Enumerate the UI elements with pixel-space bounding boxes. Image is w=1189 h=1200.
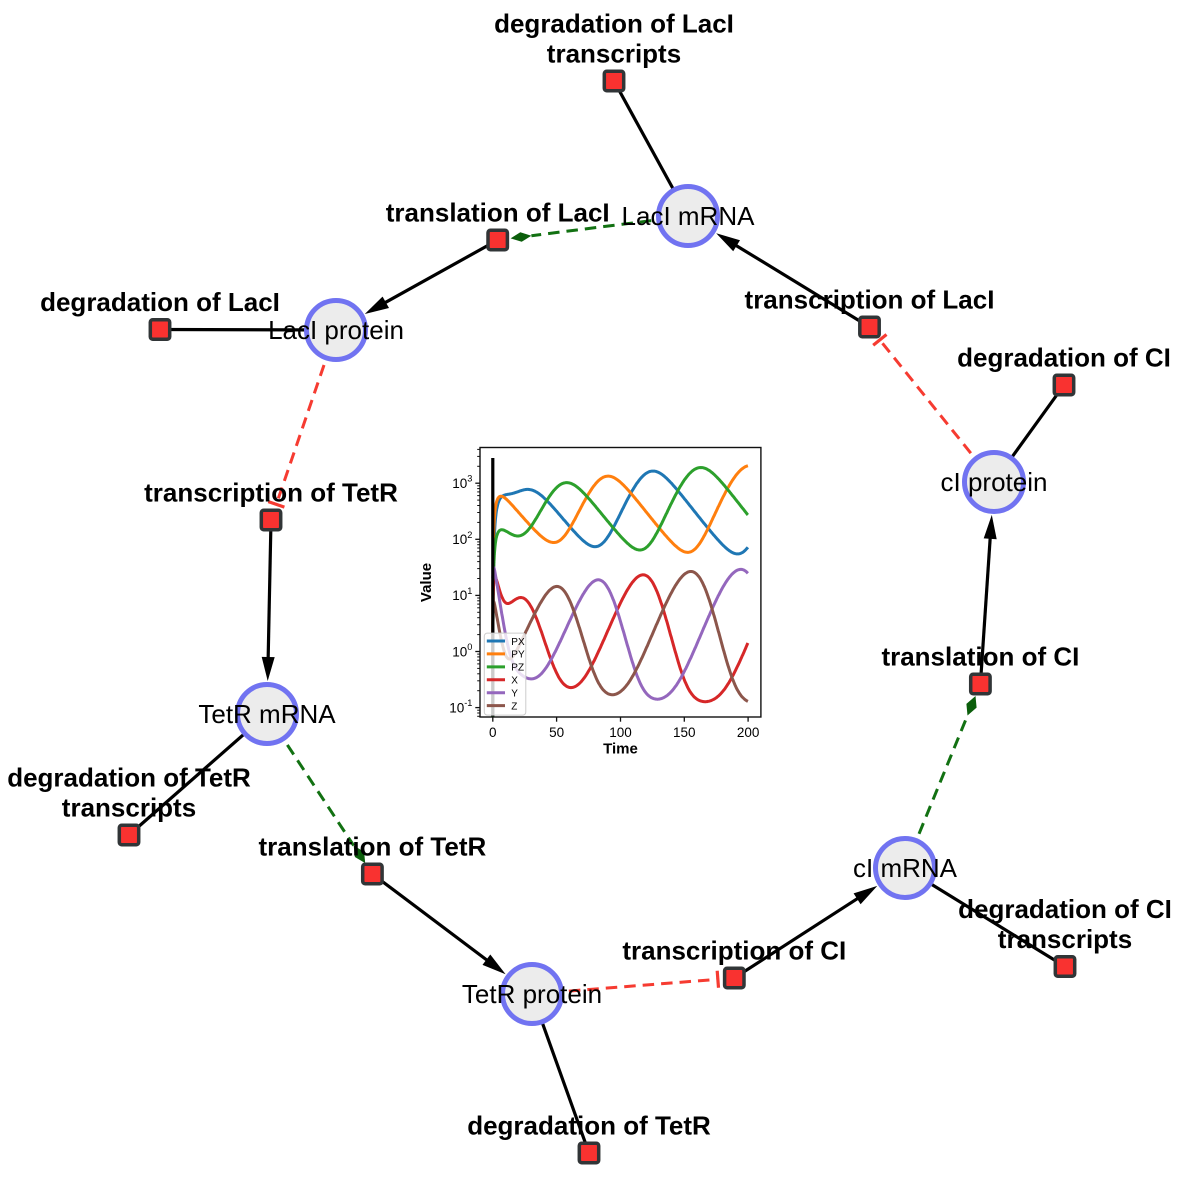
svg-text:degradation of LacI: degradation of LacI <box>494 9 734 39</box>
svg-text:cI mRNA: cI mRNA <box>853 853 958 883</box>
svg-text:translation of TetR: translation of TetR <box>259 832 487 862</box>
svg-text:Z: Z <box>511 701 517 712</box>
svg-text:Time: Time <box>603 741 638 758</box>
svg-text:transcripts: transcripts <box>547 39 681 69</box>
svg-text:0: 0 <box>489 725 497 740</box>
svg-text:degradation of TetR: degradation of TetR <box>467 1111 711 1141</box>
svg-text:LacI mRNA: LacI mRNA <box>622 201 756 231</box>
svg-text:PY: PY <box>511 650 525 661</box>
svg-text:200: 200 <box>737 725 760 740</box>
svg-text:PZ: PZ <box>511 663 524 674</box>
svg-text:degradation of CI: degradation of CI <box>957 343 1171 373</box>
svg-text:PX: PX <box>511 637 525 648</box>
svg-text:translation of LacI: translation of LacI <box>386 198 610 228</box>
svg-text:X: X <box>511 676 518 687</box>
svg-text:TetR protein: TetR protein <box>462 979 602 1009</box>
svg-text:degradation of LacI: degradation of LacI <box>40 287 280 317</box>
svg-text:degradation of CI: degradation of CI <box>958 894 1172 924</box>
svg-text:TetR mRNA: TetR mRNA <box>198 699 336 729</box>
svg-text:100: 100 <box>609 725 632 740</box>
svg-text:150: 150 <box>673 725 696 740</box>
svg-text:translation of CI: translation of CI <box>881 642 1079 672</box>
svg-text:transcription of CI: transcription of CI <box>622 936 846 966</box>
svg-text:Y: Y <box>511 689 518 700</box>
svg-text:transcription of TetR: transcription of TetR <box>144 478 398 508</box>
svg-text:transcription of LacI: transcription of LacI <box>745 285 995 315</box>
svg-text:transcripts: transcripts <box>998 924 1132 954</box>
svg-text:cI protein: cI protein <box>941 467 1048 497</box>
svg-text:Value: Value <box>418 563 435 602</box>
svg-text:degradation of TetR: degradation of TetR <box>7 763 251 793</box>
svg-text:transcripts: transcripts <box>62 793 196 823</box>
svg-text:LacI protein: LacI protein <box>268 315 404 345</box>
svg-text:50: 50 <box>549 725 564 740</box>
